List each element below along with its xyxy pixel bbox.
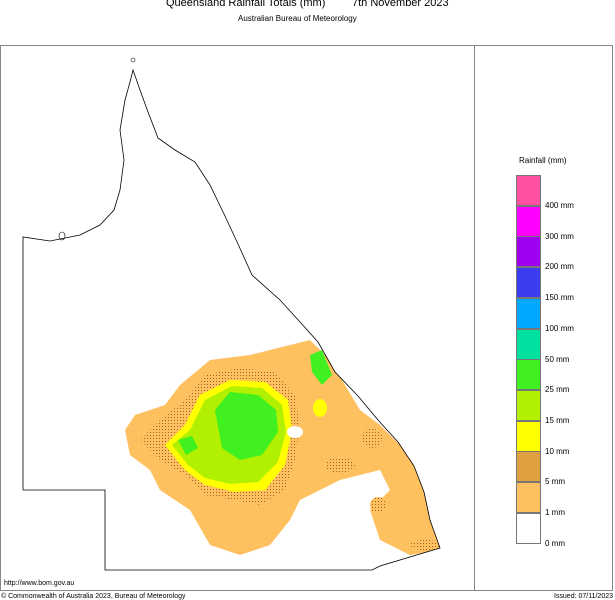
legend-label: 0 mm [545, 538, 565, 548]
legend-swatch [516, 389, 541, 421]
legend-label: 100 mm [545, 323, 574, 333]
map-subtitle: Australian Bureau of Meteorology [238, 14, 357, 23]
island [130, 57, 136, 63]
legend-swatch [516, 359, 541, 391]
map-frame [0, 45, 613, 591]
rain-5mm-region [370, 497, 386, 513]
rain-25mm-region [215, 392, 278, 460]
legend-divider [474, 45, 475, 591]
legend-swatch [516, 175, 541, 206]
rain-0mm-region [287, 426, 303, 438]
rain-5mm-region [410, 540, 440, 550]
map-date: 7th November 2023 [352, 0, 449, 9]
rain-10mm-region [313, 399, 327, 417]
legend-label: 300 mm [545, 231, 574, 241]
source-url[interactable]: http://www.bom.gov.au [4, 580, 75, 587]
legend-swatch [516, 482, 541, 513]
legend-swatch [516, 205, 541, 237]
rain-25mm-region [310, 350, 332, 385]
legend-label: 25 mm [545, 385, 570, 395]
legend-swatch [516, 451, 541, 483]
legend-label: 15 mm [545, 415, 570, 425]
legend-label: 10 mm [545, 446, 570, 456]
map-title: Queensland Rainfall Totals (mm) [166, 0, 326, 9]
copyright: © Commonwealth of Australia 2023, Bureau… [1, 593, 186, 600]
legend-label: 50 mm [545, 354, 570, 364]
rain-5mm-region [362, 428, 382, 448]
legend-label: 1 mm [545, 508, 565, 517]
legend-swatch [516, 512, 541, 544]
rain-25mm-region [178, 436, 198, 455]
issued-date: Issued: 07/11/2023 [553, 593, 613, 600]
legend-swatch [516, 236, 541, 268]
legend-swatch [516, 420, 541, 452]
rain-5mm-region [325, 457, 355, 473]
legend-swatch [516, 328, 541, 360]
island [58, 231, 66, 241]
legend-swatch [516, 297, 541, 329]
legend-swatch [516, 267, 541, 299]
legend-title: Rainfall (mm) [519, 156, 567, 165]
legend-label: 150 mm [545, 293, 574, 303]
queensland-map [22, 57, 441, 571]
legend-label: 400 mm [545, 201, 574, 210]
legend-label: 5 mm [545, 477, 565, 487]
legend-label: 200 mm [545, 262, 574, 272]
